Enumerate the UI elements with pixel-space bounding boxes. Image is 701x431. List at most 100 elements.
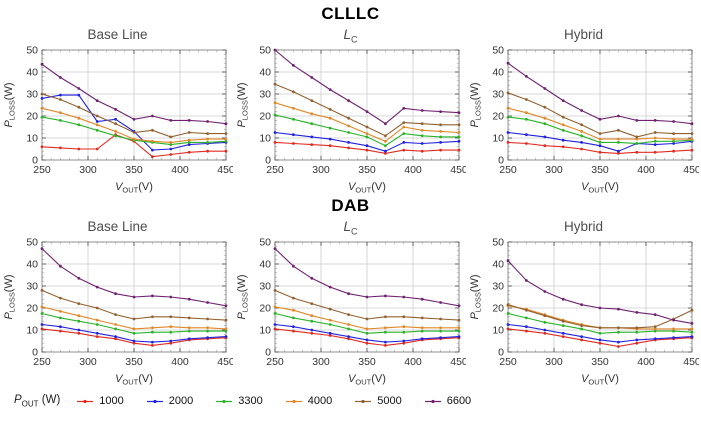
data-point-marker [598, 144, 602, 148]
data-point-marker [59, 119, 62, 122]
data-point-marker [525, 117, 528, 121]
legend-entry-6600: 6600 [424, 395, 471, 407]
data-point-marker [384, 340, 387, 344]
data-point-marker [580, 109, 583, 112]
data-point-marker [347, 99, 350, 102]
data-point-marker [672, 120, 675, 123]
data-point-marker [690, 132, 694, 135]
data-point-marker [617, 149, 620, 153]
data-point-marker [365, 144, 369, 148]
x-tick-label: 300 [545, 164, 563, 176]
data-point-marker [580, 141, 583, 144]
data-point-marker [347, 131, 350, 134]
data-point-marker [598, 341, 602, 345]
data-point-marker [635, 311, 639, 314]
data-point-marker [224, 335, 228, 338]
data-point-marker [365, 132, 369, 135]
data-point-marker [206, 317, 210, 321]
data-point-marker [206, 301, 210, 304]
data-point-marker [653, 139, 657, 143]
data-point-marker [347, 146, 350, 150]
data-point-marker [328, 144, 332, 148]
data-point-marker [292, 264, 295, 268]
data-point-marker [402, 125, 406, 129]
data-point-marker [132, 295, 136, 299]
data-point-marker [347, 323, 350, 326]
data-point-marker [506, 106, 510, 110]
data-point-marker [187, 297, 191, 301]
data-point-marker [561, 335, 565, 338]
data-point-marker [114, 313, 117, 316]
data-point-marker [224, 122, 228, 126]
data-point-marker [525, 325, 528, 329]
data-point-marker [543, 328, 547, 332]
data-point-marker [169, 119, 173, 122]
legend-swatch-icon [285, 399, 302, 403]
data-point-marker [224, 304, 228, 308]
x-tick-label: 450 [450, 164, 466, 176]
x-axis-label: VOUT(V) [115, 181, 153, 194]
data-point-marker [525, 111, 528, 115]
data-point-marker [457, 111, 461, 115]
data-point-marker [347, 337, 350, 341]
x-tick-label: 400 [171, 164, 189, 176]
data-point-marker [617, 141, 620, 144]
data-point-marker [206, 336, 210, 340]
data-point-marker [292, 106, 295, 110]
data-point-marker [95, 114, 99, 118]
y-tick-label: 0 [32, 155, 38, 167]
x-tick-label: 400 [637, 164, 655, 176]
data-point-marker [169, 330, 173, 334]
data-point-marker [543, 290, 547, 293]
data-point-marker [77, 123, 81, 127]
data-point-marker [598, 141, 602, 144]
data-point-marker [690, 327, 694, 331]
data-point-marker [402, 325, 406, 329]
legend-entry-3300: 3300 [215, 395, 263, 407]
data-point-marker [40, 289, 44, 292]
data-point-marker [525, 279, 528, 282]
data-point-marker [635, 135, 639, 139]
data-point-marker [59, 93, 62, 97]
y-tick-label: 0 [498, 347, 504, 359]
data-point-marker [95, 123, 99, 127]
data-point-marker [672, 137, 675, 141]
data-point-marker [653, 143, 657, 146]
data-point-marker [384, 315, 387, 319]
data-point-marker [580, 130, 583, 133]
data-point-marker [580, 303, 583, 307]
data-point-marker [543, 87, 547, 90]
data-point-marker [328, 307, 332, 311]
data-point-marker [151, 330, 154, 334]
data-point-marker [224, 132, 228, 135]
data-point-marker [690, 322, 694, 325]
x-tick-label: 250 [33, 164, 51, 176]
data-point-marker [690, 330, 694, 334]
y-axis-label: PLOSS(W) [236, 274, 250, 319]
data-point-marker [59, 264, 62, 268]
data-point-marker [598, 306, 602, 310]
data-point-marker [506, 259, 510, 263]
y-tick-label: 10 [259, 325, 271, 337]
data-point-marker [95, 318, 99, 322]
chart-dab-base-line: Base Line 250 300 350 400 450 0 10 20 30 40 50 VOUT(… [1, 218, 234, 386]
data-point-marker [77, 302, 81, 305]
data-point-marker [328, 137, 332, 141]
legend-entry-4000: 4000 [285, 395, 332, 407]
data-point-marker [439, 329, 442, 333]
x-tick-label: 350 [358, 356, 376, 368]
data-point-marker [598, 326, 602, 330]
data-point-marker [95, 147, 99, 151]
data-point-marker [132, 137, 136, 141]
x-tick-label: 450 [217, 356, 233, 368]
x-tick-label: 450 [683, 164, 699, 176]
legend-entry-label: 2000 [168, 395, 194, 408]
data-point-marker [95, 285, 99, 289]
data-point-marker [310, 276, 314, 280]
data-point-marker [457, 148, 461, 152]
data-point-marker [114, 134, 117, 138]
data-point-marker [187, 143, 191, 146]
data-point-marker [187, 326, 191, 330]
data-point-marker [310, 143, 314, 146]
